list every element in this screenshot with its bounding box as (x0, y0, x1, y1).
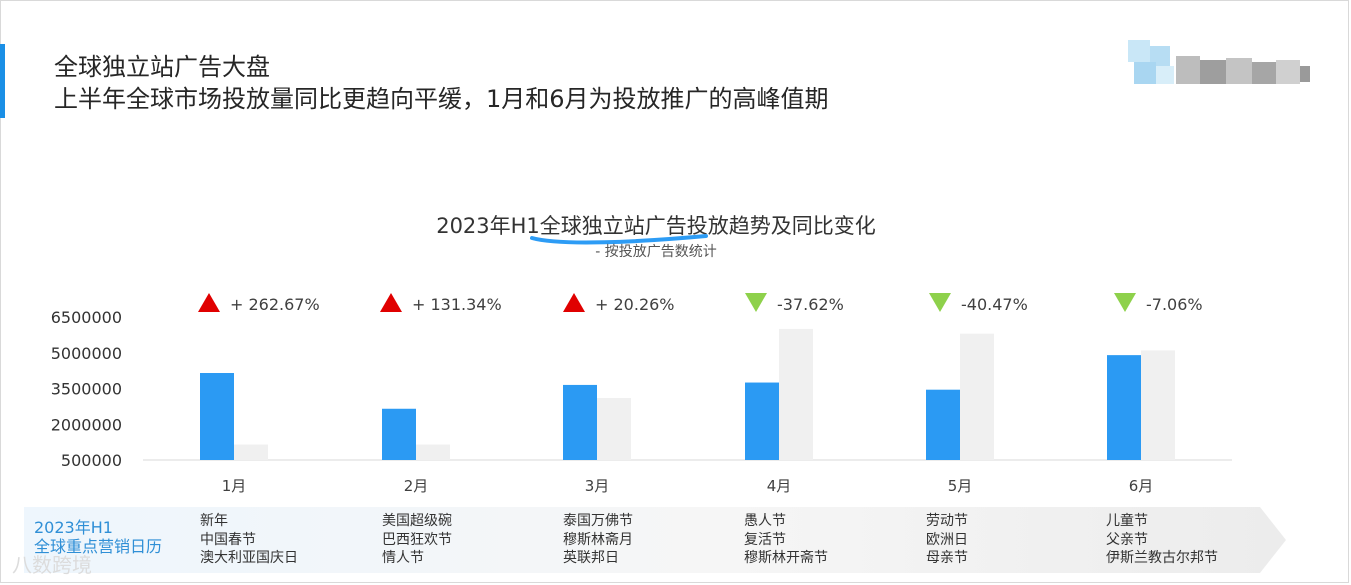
y-tick-label: 500000 (61, 451, 122, 470)
red-up-triangle-icon (380, 293, 402, 312)
yoy-change-label: -37.62% (777, 295, 844, 314)
title-underline (530, 234, 708, 245)
holiday-item: 穆斯林开斋节 (744, 550, 828, 566)
yoy-change-row: + 262.67% + 131.34% + 20.26% -37.62% -40.47%… (198, 293, 1203, 314)
holiday-item: 泰国万佛节 (563, 513, 633, 529)
holiday-item: 新年 (200, 513, 228, 529)
holiday-list-month-6: 儿童节父亲节伊斯兰教古尔邦节 (1106, 512, 1218, 568)
y-tick-label: 3500000 (51, 380, 122, 399)
bar-2022-4 (779, 328, 813, 460)
holiday-list-month-3: 泰国万佛节穆斯林斋月英联邦日 (563, 512, 633, 568)
blurred-logo (1128, 40, 1324, 96)
bar-2023-4 (745, 382, 779, 460)
calendar-heading-line2: 全球重点营销日历 (34, 537, 163, 556)
x-tick-label: 5月 (948, 477, 973, 495)
holiday-item: 愚人节 (744, 513, 786, 529)
bar-series (200, 328, 1175, 460)
calendar-heading: 2023年H1 全球重点营销日历 (34, 518, 162, 556)
y-axis: 500000 2000000 3500000 5000000 6500000 (51, 308, 122, 470)
bar-2022-3 (597, 398, 631, 460)
bar-2022-5 (960, 333, 994, 460)
x-tick-label: 1月 (222, 477, 247, 495)
yoy-change-label: + 131.34% (412, 295, 502, 314)
holiday-item: 父亲节 (1106, 531, 1148, 548)
y-tick-label: 5000000 (51, 344, 122, 363)
holiday-item: 母亲节 (926, 550, 968, 566)
holiday-item: 儿童节 (1106, 513, 1148, 529)
red-up-triangle-icon (563, 293, 585, 312)
holiday-item: 美国超级碗 (382, 513, 452, 529)
calendar-banner (24, 507, 1286, 573)
holiday-item: 中国春节 (200, 531, 256, 548)
holiday-list-month-4: 愚人节复活节穆斯林开斋节 (744, 512, 828, 568)
bar-2023-6 (1107, 355, 1141, 460)
bar-2023-1 (200, 373, 234, 460)
green-down-triangle-icon (745, 293, 767, 312)
green-down-triangle-icon (929, 293, 951, 312)
red-up-triangle-icon (198, 293, 220, 312)
slide-subheading: 上半年全球市场投放量同比更趋向平缓，1月和6月为投放推广的高峰值期 (54, 85, 829, 113)
accent-bar (0, 44, 5, 118)
holiday-list-month-5: 劳动节 欧洲日 母亲节 (926, 512, 968, 568)
holiday-item: 劳动节 (926, 513, 968, 529)
holiday-item: 巴西狂欢节 (382, 531, 452, 548)
x-tick-label: 4月 (767, 477, 792, 495)
bar-2022-2 (416, 444, 450, 460)
bar-2022-1 (234, 444, 268, 460)
holiday-item: 复活节 (744, 531, 786, 548)
ad-trend-chart: 2023年H1全球独立站广告投放趋势及同比变化 - 按投放广告数统计 50000… (51, 214, 1232, 495)
holiday-item: 伊斯兰教古尔邦节 (1106, 550, 1218, 566)
bar-2023-3 (563, 384, 597, 460)
y-tick-label: 6500000 (51, 308, 122, 327)
yoy-change-label: -7.06% (1146, 295, 1203, 314)
holiday-list-month-2: 美国超级碗巴西狂欢节情人节 (382, 512, 452, 568)
slide-heading: 全球独立站广告大盘 (54, 53, 270, 81)
yoy-change-label: + 262.67% (230, 295, 320, 314)
x-tick-label: 3月 (585, 477, 610, 495)
chart-subtitle: - 按投放广告数统计 (595, 244, 717, 260)
footer-watermark: 八数跨境 (12, 553, 92, 577)
bar-2023-2 (382, 408, 416, 460)
x-axis: 1月 2月 3月 4月 5月 6月 (222, 477, 1154, 495)
x-tick-label: 6月 (1129, 477, 1154, 495)
holiday-item: 欧洲日 (926, 531, 968, 548)
calendar-heading-line1: 2023年H1 (34, 518, 113, 537)
x-tick-label: 2月 (404, 477, 429, 495)
holiday-item: 穆斯林斋月 (563, 531, 633, 548)
holiday-item: 情人节 (382, 550, 424, 566)
bar-2023-5 (926, 389, 960, 460)
holiday-item: 英联邦日 (563, 550, 619, 566)
yoy-change-label: + 20.26% (595, 295, 675, 314)
yoy-change-label: -40.47% (961, 295, 1028, 314)
y-tick-label: 2000000 (51, 415, 122, 434)
green-down-triangle-icon (1114, 293, 1136, 312)
bar-2022-6 (1141, 350, 1175, 460)
holiday-list-month-1: 新年中国春节澳大利亚国庆日 (200, 512, 298, 568)
holiday-item: 澳大利亚国庆日 (200, 550, 298, 566)
chart-title: 2023年H1全球独立站广告投放趋势及同比变化 (436, 214, 876, 238)
